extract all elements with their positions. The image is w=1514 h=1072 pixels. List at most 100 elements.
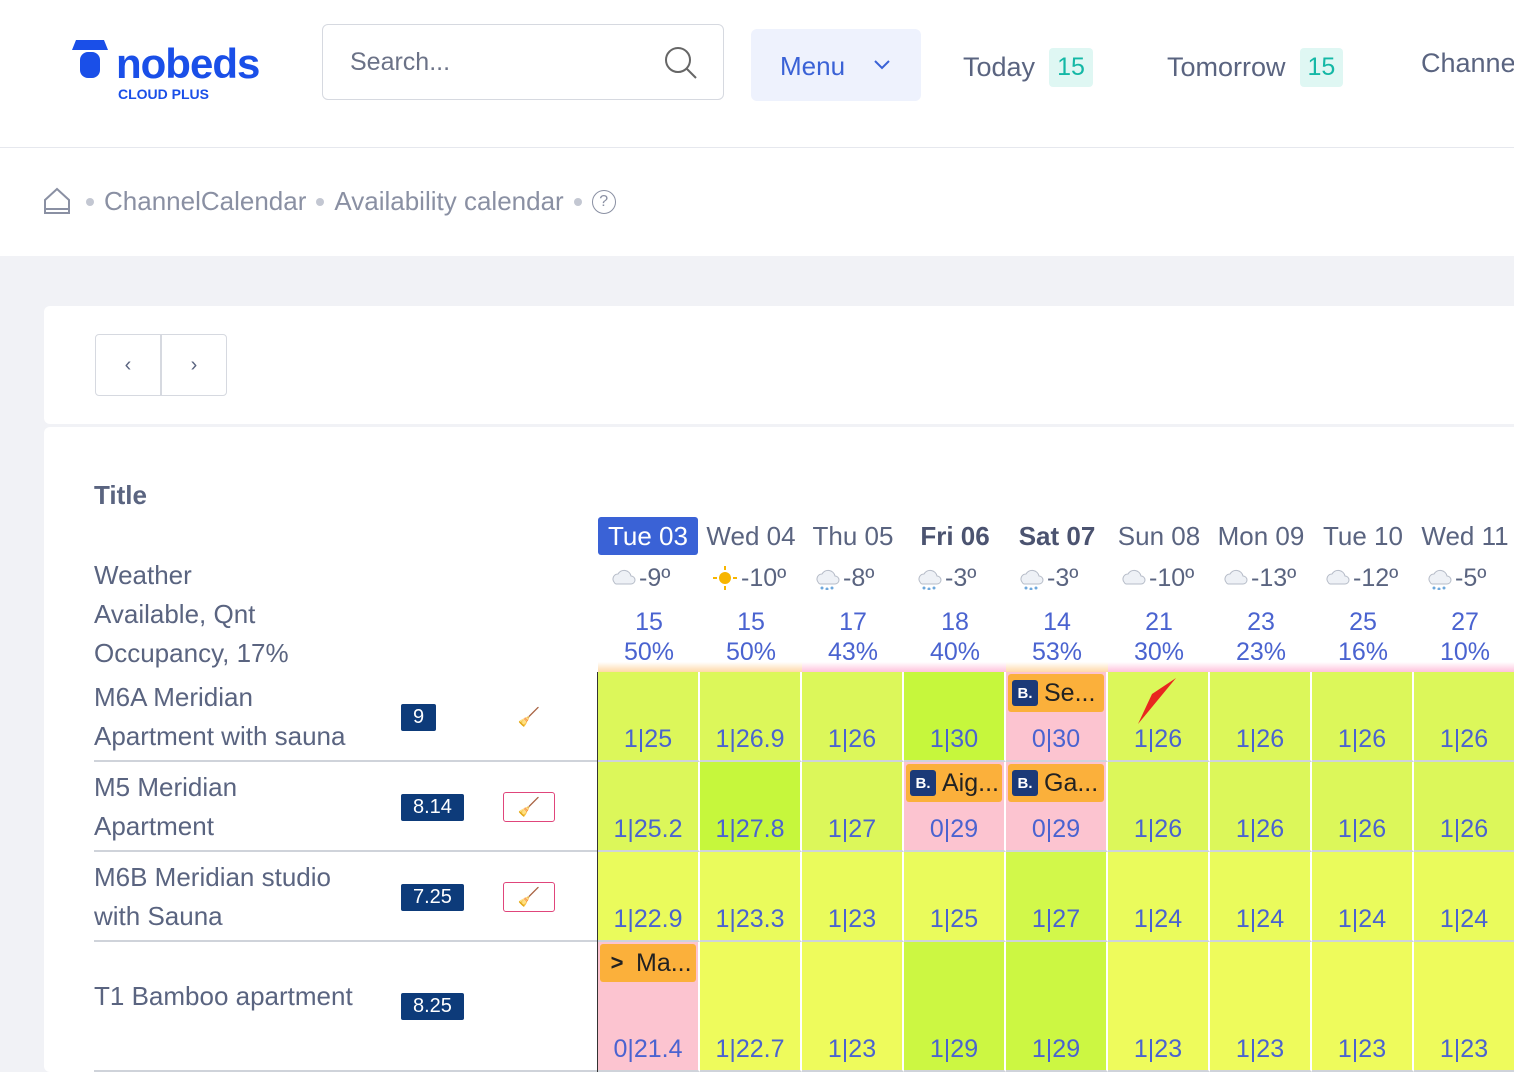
calendar-cell[interactable]: 1|23 [802,942,904,1072]
day-header[interactable]: Thu 05 [812,521,894,551]
calendar-cell[interactable]: 1|26 [1414,672,1514,762]
booking-source: B. [1012,680,1038,706]
nav-label: Today [963,52,1036,82]
calendar-cell[interactable]: 1|24 [1312,852,1414,942]
room-name-line: Apartment with sauna [94,721,346,751]
occupancy-bar [700,662,802,672]
calendar-cell[interactable]: 1|26 [1312,762,1414,852]
row-label: Weather [94,560,192,590]
cell-value: 1|22.9 [613,905,683,933]
calendar-cell[interactable]: 1|24 [1210,852,1312,942]
cell-value: 1|27 [1031,905,1081,933]
calendar-cell[interactable]: 1|26 [1312,672,1414,762]
row-divider [94,850,598,852]
logo[interactable]: nobeds [116,40,260,87]
calendar-cell[interactable]: 1|26 [1210,762,1312,852]
cell-value: 1|23 [827,905,877,933]
booking[interactable]: B. Se... [1008,674,1104,712]
calendar-cell[interactable]: 1|23 [1414,942,1514,1072]
cleaning-icon[interactable]: 🧹 [503,882,555,912]
calendar-cell[interactable]: 1|23 [802,852,904,942]
occupancy-bar [1108,662,1210,672]
nav-item[interactable]: Channels [1421,48,1514,79]
calendar-cell[interactable]: 1|22.9 [598,852,700,942]
calendar-cell[interactable]: 0|29 B. Aig... [904,762,1006,852]
menu-button[interactable]: Menu [751,29,921,101]
calendar-cell[interactable]: 1|23 [1210,942,1312,1072]
calendar-cell[interactable]: 1|30 [904,672,1006,762]
score-badge: 9 [401,704,437,731]
calendar-cell[interactable]: 1|26 [802,672,904,762]
nav-count: 15 [1049,48,1093,87]
booking-source: > [610,950,624,975]
calendar-cell[interactable]: 1|25.2 [598,762,700,852]
calendar-cell[interactable]: 1|26 [1108,762,1210,852]
nav-item[interactable]: Today 15 [963,48,1093,87]
calendar-cell[interactable]: 1|25 [904,852,1006,942]
room-name: M6B Meridian studio with Sauna [94,858,331,936]
next-button[interactable]: › [161,334,227,396]
calendar-cell[interactable]: 1|24 [1108,852,1210,942]
booking[interactable]: B. Ga... [1008,764,1104,802]
calendar-cell[interactable]: 1|23.3 [700,852,802,942]
calendar-cell[interactable]: 1|26.9 [700,672,802,762]
temperature: -12º [1353,564,1399,592]
day-header[interactable]: Sat 07 [1018,521,1096,551]
available-count: 15 [737,608,765,636]
calendar-cell[interactable]: 1|27.8 [700,762,802,852]
calendar-cell[interactable]: 1|26 [1414,762,1514,852]
breadcrumb-item[interactable]: ChannelCalendar [104,186,307,216]
cursor-arrow [1138,678,1176,724]
available-count: 14 [1043,608,1071,636]
weather-icon [1122,569,1146,585]
day-header[interactable]: Wed 11 [1421,521,1509,551]
calendar-cell[interactable]: 1|27 [1006,852,1108,942]
cell-value: 1|27 [827,815,877,843]
toolbar-card [44,306,1514,424]
home-icon[interactable] [42,186,72,216]
cell-value: 1|23 [1133,1035,1183,1063]
calendar-cell[interactable]: 1|22.7 [700,942,802,1072]
cell-value: 1|23.3 [715,905,785,933]
separator [316,197,325,206]
booking[interactable]: > Ma... [600,944,696,982]
day-header[interactable]: Fri 06 [920,521,990,551]
breadcrumb-item[interactable]: Availability calendar [334,186,564,216]
search-box[interactable]: Search... [322,24,724,100]
calendar-cell[interactable]: 0|30 B. Se... [1006,672,1108,762]
prev-button[interactable]: ‹ [95,334,161,396]
calendar-cell[interactable]: 1|27 [802,762,904,852]
cell-value: 0|29 [929,815,979,843]
day-header[interactable]: Sun 08 [1117,521,1201,551]
weather-icon [713,566,737,590]
score-badge: 8.14 [401,794,464,821]
calendar-cell[interactable]: 1|29 [904,942,1006,1072]
calendar-cell[interactable]: 1|29 [1006,942,1108,1072]
day-header[interactable]: Tue 10 [1323,521,1403,551]
weather-icon [1428,569,1452,590]
booking[interactable]: B. Aig... [906,764,1002,802]
day-header[interactable]: Tue 03 [598,517,698,555]
calendar-cell[interactable]: 1|26 [1210,672,1312,762]
help-icon[interactable]: ? [591,189,616,214]
nav-item[interactable]: Tomorrow 15 [1167,48,1344,87]
calendar-cell[interactable]: 0|29 B. Ga... [1006,762,1108,852]
logo-sub: CLOUD PLUS [118,86,209,102]
occupancy: 40% [929,638,981,666]
day-header[interactable]: Mon 09 [1217,521,1305,551]
cleaning-icon[interactable]: 🧹 [503,792,555,822]
calendar-cell[interactable]: 1|26 [1108,672,1210,762]
cleaning-icon[interactable]: 🧹 [517,706,541,727]
day-header[interactable]: Wed 04 [706,521,796,551]
calendar-cell[interactable]: 1|23 [1312,942,1414,1072]
calendar-cell[interactable]: 0|21.4 > Ma... [598,942,700,1072]
calendar-title: Title [94,480,147,510]
calendar-cell[interactable]: 1|25 [598,672,700,762]
calendar-cell[interactable]: 1|24 [1414,852,1514,942]
cell-value: 1|24 [1235,905,1285,933]
temperature: -8º [843,564,875,592]
occupancy: 53% [1031,638,1083,666]
occupancy: 43% [827,638,879,666]
calendar-cell[interactable]: 1|23 [1108,942,1210,1072]
cell-value: 1|27.8 [715,815,785,843]
